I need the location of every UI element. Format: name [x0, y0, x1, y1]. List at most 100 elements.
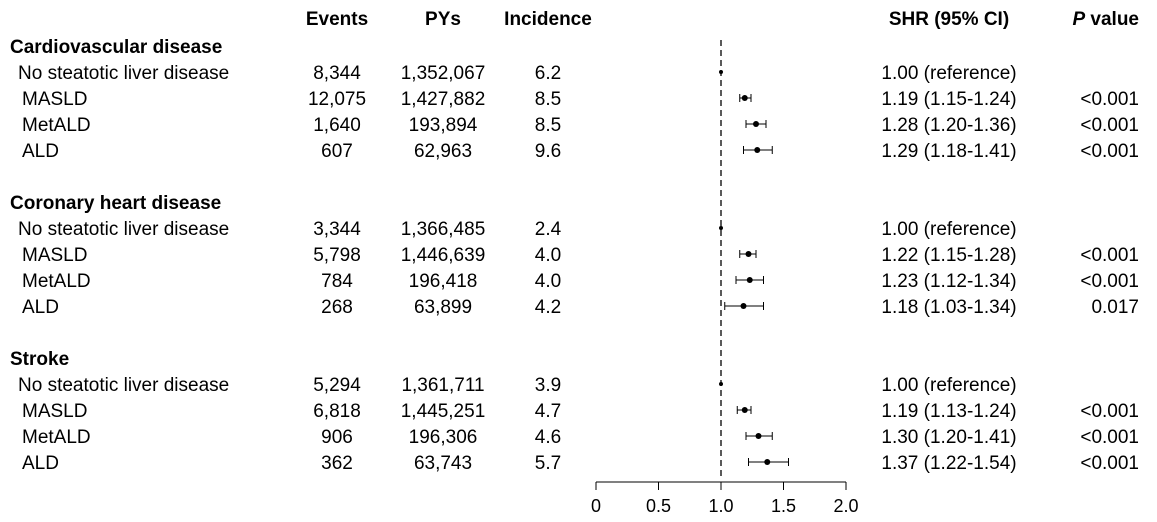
row-events: 607 [321, 141, 353, 162]
point-estimate [754, 147, 761, 153]
row-label: No steatotic liver disease [18, 219, 229, 240]
row-events: 8,344 [313, 63, 361, 84]
header-p-value: P value [1072, 9, 1139, 30]
header-p-italic: P [1072, 9, 1085, 30]
row-pys: 1,352,067 [401, 63, 486, 84]
point-estimate [719, 382, 723, 386]
row-pys: 1,446,639 [401, 245, 486, 266]
row-label: ALD [22, 453, 59, 474]
row-incidence: 4.0 [535, 271, 561, 292]
table-row: ALD 268 63,899 4.2 1.18 (1.03-1.34) 0.017 [22, 297, 1139, 318]
point-estimate [755, 433, 762, 439]
point-estimate [741, 407, 748, 413]
row-pys: 63,743 [414, 453, 472, 474]
table-row: ALD 607 62,963 9.6 1.29 (1.18-1.41) <0.001 [22, 141, 1139, 162]
row-shr: 1.19 (1.15-1.24) [881, 89, 1016, 110]
row-incidence: 4.7 [535, 401, 561, 422]
row-label: MASLD [22, 89, 87, 110]
row-label: No steatotic liver disease [18, 375, 229, 396]
row-p-value: <0.001 [1080, 401, 1139, 422]
row-shr: 1.00 (reference) [881, 63, 1016, 84]
group-title: Stroke [10, 349, 69, 370]
table-row: MASLD 6,818 1,445,251 4.7 1.19 (1.13-1.24) <0… [22, 401, 1139, 422]
row-pys: 196,418 [409, 271, 478, 292]
header-pys: PYs [425, 9, 461, 30]
row-label: MetALD [22, 271, 91, 292]
row-incidence: 4.0 [535, 245, 561, 266]
row-p-value: <0.001 [1080, 89, 1139, 110]
table-row: ALD 362 63,743 5.7 1.37 (1.22-1.54) <0.001 [22, 453, 1139, 474]
column-headers: Events PYs Incidence SHR (95% CI) P valu… [306, 9, 1139, 30]
row-shr: 1.18 (1.03-1.34) [881, 297, 1016, 318]
row-p-value: <0.001 [1080, 115, 1139, 136]
row-events: 6,818 [313, 401, 361, 422]
point-estimate [740, 303, 747, 309]
row-shr: 1.30 (1.20-1.41) [881, 427, 1016, 448]
row-incidence: 6.2 [535, 63, 561, 84]
row-p-value: <0.001 [1080, 245, 1139, 266]
point-estimate [719, 70, 723, 74]
row-incidence: 2.4 [535, 219, 562, 240]
row-incidence: 8.5 [535, 115, 561, 136]
row-events: 1,640 [313, 115, 361, 136]
row-shr: 1.00 (reference) [881, 375, 1016, 396]
point-estimate [746, 277, 753, 283]
row-events: 906 [321, 427, 353, 448]
row-events: 12,075 [308, 89, 366, 110]
header-incidence: Incidence [504, 9, 592, 30]
row-incidence: 5.7 [535, 453, 561, 474]
row-pys: 1,427,882 [401, 89, 486, 110]
table-row: No steatotic liver disease 3,344 1,366,485… [18, 219, 1017, 240]
row-label: ALD [22, 297, 59, 318]
row-pys: 62,963 [414, 141, 472, 162]
row-shr: 1.28 (1.20-1.36) [881, 115, 1016, 136]
table-row: MetALD 906 196,306 4.6 1.30 (1.20-1.41) <0.00… [22, 427, 1139, 448]
row-pys: 1,445,251 [401, 401, 486, 422]
row-pys: 1,361,711 [401, 375, 484, 396]
row-shr: 1.00 (reference) [881, 219, 1016, 240]
row-shr: 1.19 (1.13-1.24) [881, 401, 1016, 422]
row-events: 5,294 [313, 375, 361, 396]
point-estimate [745, 251, 752, 257]
x-axis: 0 0.5 1.0 1.5 2.0 [591, 40, 859, 516]
point-estimate [753, 121, 759, 127]
row-p-value: <0.001 [1080, 141, 1139, 162]
x-tick-label: 0.5 [646, 496, 671, 516]
row-pys: 193,894 [409, 115, 478, 136]
header-events: Events [306, 9, 368, 30]
row-pys: 63,899 [414, 297, 472, 318]
row-p-value: <0.001 [1080, 427, 1139, 448]
x-tick-label: 1.0 [708, 496, 733, 516]
forest-table: Cardiovascular disease No steatotic liver… [10, 37, 1139, 474]
x-tick-label: 2.0 [833, 496, 858, 516]
row-incidence: 4.6 [535, 427, 561, 448]
row-label: No steatotic liver disease [18, 63, 229, 84]
row-events: 268 [321, 297, 353, 318]
row-incidence: 4.2 [535, 297, 561, 318]
point-estimate [719, 226, 723, 230]
row-p-value: 0.017 [1091, 297, 1139, 318]
row-incidence: 8.5 [535, 89, 561, 110]
row-shr: 1.22 (1.15-1.28) [881, 245, 1016, 266]
row-pys: 196,306 [409, 427, 478, 448]
row-events: 5,798 [313, 245, 361, 266]
table-row: No steatotic liver disease 8,344 1,352,067… [18, 63, 1017, 84]
table-row: MetALD 1,640 193,894 8.5 1.28 (1.20-1.36) <0.… [22, 115, 1139, 136]
row-incidence: 3.9 [535, 375, 561, 396]
row-shr: 1.37 (1.22-1.54) [881, 453, 1016, 474]
table-row: MetALD 784 196,418 4.0 1.23 (1.12-1.34) <0.00… [22, 271, 1139, 292]
row-events: 784 [321, 271, 353, 292]
row-label: MetALD [22, 427, 91, 448]
x-tick-label: 1.5 [771, 496, 796, 516]
point-estimate [741, 95, 748, 101]
table-row: MASLD 5,798 1,446,639 4.0 1.22 (1.15-1.28) <0… [22, 245, 1139, 266]
row-events: 3,344 [313, 219, 361, 240]
group-title: Cardiovascular disease [10, 37, 222, 58]
table-row: No steatotic liver disease 5,294 1,361,711… [18, 375, 1017, 396]
row-events: 362 [321, 453, 353, 474]
x-tick-label: 0 [591, 496, 601, 516]
row-label: MASLD [22, 245, 87, 266]
row-label: MetALD [22, 115, 91, 136]
row-pys: 1,366,485 [401, 219, 486, 240]
